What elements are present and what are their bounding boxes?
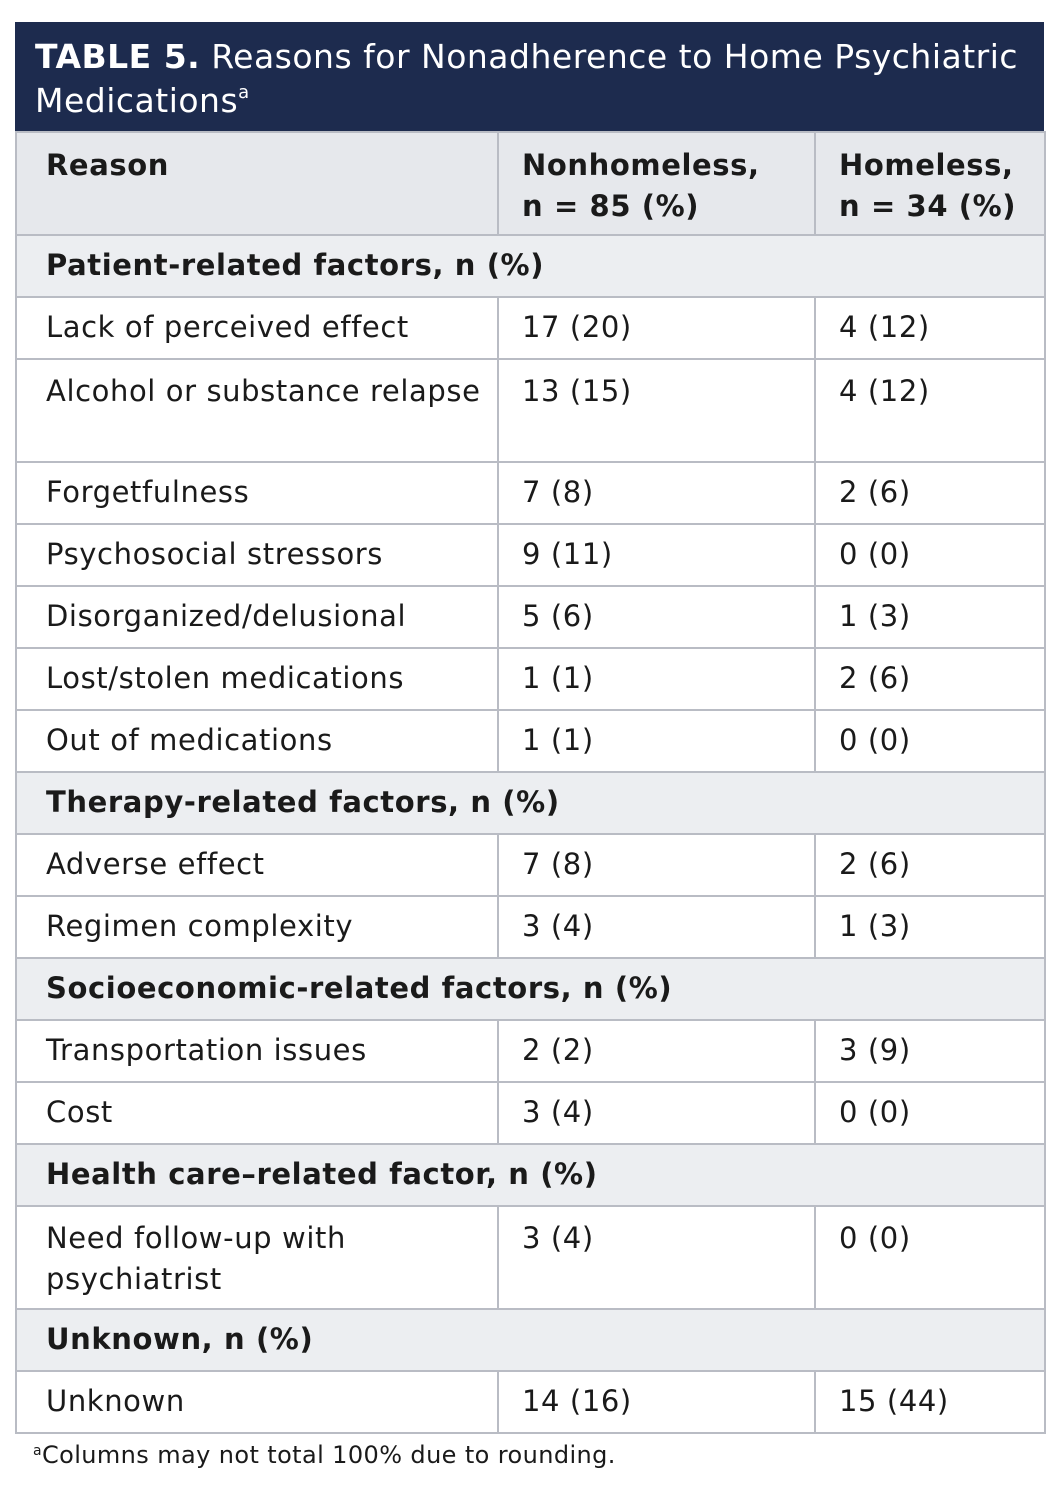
table-row: Cost 3 (4) 0 (0) <box>15 1081 1046 1145</box>
table-row: Out of medications 1 (1) 0 (0) <box>15 709 1046 773</box>
section-title: Health care–related factor, n (%) <box>15 1143 1046 1207</box>
reason-cell: Disorganized/delusional <box>15 585 499 649</box>
header-reason: Reason <box>15 131 499 236</box>
table-title-text: Reasons for Nonadherence to Home Psychia… <box>35 37 1019 120</box>
reason-cell: Need follow-up with psychiatrist <box>15 1205 499 1310</box>
nonhomeless-cell: 3 (4) <box>497 1081 816 1145</box>
header-homeless-line2: n = 34 (%) <box>839 189 1017 223</box>
reason-cell: Regimen complexity <box>15 895 499 959</box>
table-title: TABLE 5. Reasons for Nonadherence to Hom… <box>15 22 1044 131</box>
homeless-cell: 0 (0) <box>814 1081 1046 1145</box>
header-nonhomeless: Nonhomeless, n = 85 (%) <box>497 131 816 236</box>
table-row: Disorganized/delusional 5 (6) 1 (3) <box>15 585 1046 649</box>
section-row: Therapy-related factors, n (%) <box>15 771 1046 835</box>
nonhomeless-cell: 17 (20) <box>497 296 816 360</box>
table-row: Forgetfulness 7 (8) 2 (6) <box>15 461 1046 525</box>
homeless-cell: 1 (3) <box>814 585 1046 649</box>
section-row: Unknown, n (%) <box>15 1308 1046 1372</box>
reason-cell: Cost <box>15 1081 499 1145</box>
section-title: Socioeconomic-related factors, n (%) <box>15 957 1046 1021</box>
footnote-text: Columns may not total 100% due to roundi… <box>41 1441 616 1469</box>
header-homeless-line1: Homeless, <box>839 148 1014 182</box>
table-title-footnote-marker: a <box>238 82 250 103</box>
reason-cell: Adverse effect <box>15 833 499 897</box>
header-homeless: Homeless, n = 34 (%) <box>814 131 1046 236</box>
homeless-cell: 2 (6) <box>814 647 1046 711</box>
nonhomeless-cell: 5 (6) <box>497 585 816 649</box>
homeless-cell: 2 (6) <box>814 461 1046 525</box>
table-title-label: TABLE 5. <box>35 37 201 76</box>
nonhomeless-cell: 1 (1) <box>497 709 816 773</box>
table-footnote: aColumns may not total 100% due to round… <box>33 1441 616 1469</box>
section-title: Therapy-related factors, n (%) <box>15 771 1046 835</box>
section-row: Socioeconomic-related factors, n (%) <box>15 957 1046 1021</box>
homeless-cell: 1 (3) <box>814 895 1046 959</box>
homeless-cell: 3 (9) <box>814 1019 1046 1083</box>
nonhomeless-cell: 7 (8) <box>497 833 816 897</box>
footnote-marker: a <box>33 1443 42 1459</box>
nonhomeless-cell: 1 (1) <box>497 647 816 711</box>
homeless-cell: 15 (44) <box>814 1370 1046 1434</box>
nonhomeless-cell: 2 (2) <box>497 1019 816 1083</box>
nonhomeless-cell: 7 (8) <box>497 461 816 525</box>
nonhomeless-cell: 13 (15) <box>497 358 816 463</box>
homeless-cell: 2 (6) <box>814 833 1046 897</box>
header-nonhomeless-line1: Nonhomeless, <box>522 148 760 182</box>
table-row: Psychosocial stressors 9 (11) 0 (0) <box>15 523 1046 587</box>
homeless-cell: 0 (0) <box>814 709 1046 773</box>
nonhomeless-cell: 3 (4) <box>497 1205 816 1310</box>
homeless-cell: 0 (0) <box>814 523 1046 587</box>
header-nonhomeless-line2: n = 85 (%) <box>522 189 700 223</box>
section-row: Patient-related factors, n (%) <box>15 234 1046 298</box>
table-header-row: Reason Nonhomeless, n = 85 (%) Homeless, n… <box>15 131 1046 236</box>
reason-cell: Out of medications <box>15 709 499 773</box>
reasons-table: Reason Nonhomeless, n = 85 (%) Homeless, n… <box>15 131 1046 1434</box>
table-row: Lack of perceived effect 17 (20) 4 (12) <box>15 296 1046 360</box>
reason-cell: Forgetfulness <box>15 461 499 525</box>
reason-cell: Unknown <box>15 1370 499 1434</box>
reason-cell: Psychosocial stressors <box>15 523 499 587</box>
table-row: Alcohol or substance relapse 13 (15) 4 (… <box>15 358 1046 463</box>
homeless-cell: 0 (0) <box>814 1205 1046 1310</box>
reason-cell: Transportation issues <box>15 1019 499 1083</box>
section-title: Unknown, n (%) <box>15 1308 1046 1372</box>
nonhomeless-cell: 9 (11) <box>497 523 816 587</box>
reason-cell: Lack of perceived effect <box>15 296 499 360</box>
table-row: Transportation issues 2 (2) 3 (9) <box>15 1019 1046 1083</box>
section-row: Health care–related factor, n (%) <box>15 1143 1046 1207</box>
table-row: Unknown 14 (16) 15 (44) <box>15 1370 1046 1434</box>
homeless-cell: 4 (12) <box>814 358 1046 463</box>
table-row: Adverse effect 7 (8) 2 (6) <box>15 833 1046 897</box>
homeless-cell: 4 (12) <box>814 296 1046 360</box>
reason-cell: Alcohol or substance relapse <box>15 358 499 463</box>
nonhomeless-cell: 14 (16) <box>497 1370 816 1434</box>
nonhomeless-cell: 3 (4) <box>497 895 816 959</box>
data-table: TABLE 5. Reasons for Nonadherence to Hom… <box>15 22 1046 1434</box>
table-row: Lost/stolen medications 1 (1) 2 (6) <box>15 647 1046 711</box>
table-row: Need follow-up with psychiatrist 3 (4) 0… <box>15 1205 1046 1310</box>
reason-cell: Lost/stolen medications <box>15 647 499 711</box>
table-row: Regimen complexity 3 (4) 1 (3) <box>15 895 1046 959</box>
section-title: Patient-related factors, n (%) <box>15 234 1046 298</box>
